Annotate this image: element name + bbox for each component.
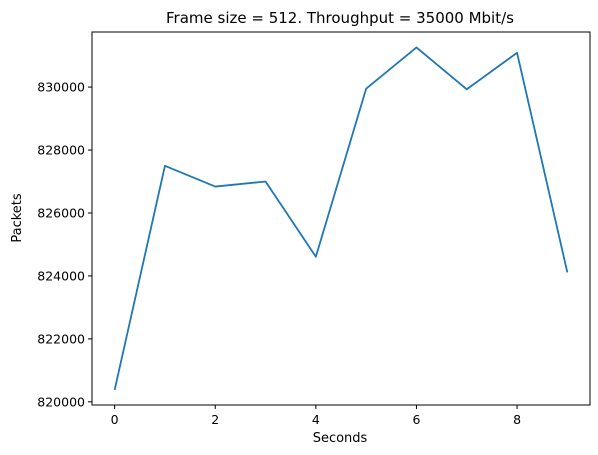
x-tick-label: 0 (111, 412, 119, 427)
y-axis: 820000 822000 824000 826000 828000 830000 (37, 80, 92, 409)
x-tick-label: 2 (211, 412, 219, 427)
y-tick-label: 830000 (37, 80, 85, 95)
y-tick-label: 828000 (37, 143, 85, 158)
x-tick-label: 6 (412, 412, 420, 427)
x-axis: 0 2 4 6 8 (111, 405, 521, 427)
plot-frame (91, 31, 591, 406)
series-line-0 (113, 46, 569, 391)
x-tick-label: 8 (513, 412, 521, 427)
y-tick-label: 824000 (37, 268, 85, 283)
x-axis-label: Seconds (313, 431, 368, 446)
y-tick-label: 820000 (37, 394, 85, 409)
y-tick-label: 826000 (37, 205, 85, 220)
chart-title: Frame size = 512. Throughput = 35000 Mbi… (166, 9, 514, 27)
x-tick-label: 4 (312, 412, 320, 427)
plot-area (91, 31, 591, 406)
y-tick-label: 822000 (37, 331, 85, 346)
y-axis-label: Packets (10, 193, 25, 243)
